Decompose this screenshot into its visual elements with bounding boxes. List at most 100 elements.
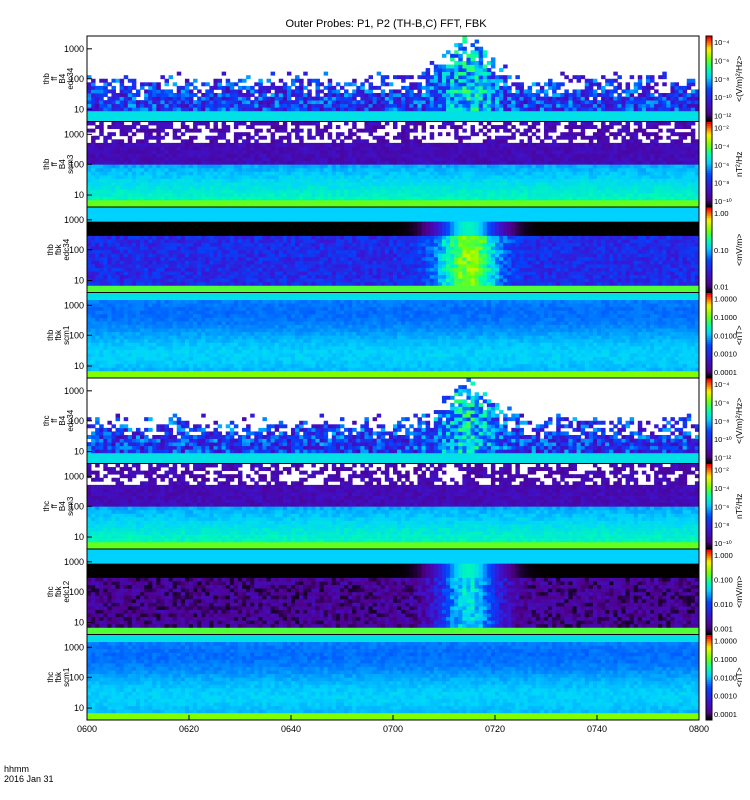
- spectrogram-cell: [177, 168, 181, 172]
- spectrogram-cell: [226, 104, 230, 108]
- spectrogram-cell: [438, 79, 442, 83]
- spectrogram-cell: [654, 104, 658, 108]
- spectrogram-cell: [471, 182, 475, 186]
- spectrogram-cell: [479, 107, 483, 111]
- spectrogram-cell: [307, 107, 311, 111]
- spectrogram-cell: [99, 175, 103, 179]
- spectrogram-cell: [201, 168, 205, 172]
- spectrogram-cell: [552, 89, 556, 93]
- spectrogram-cell: [364, 111, 368, 115]
- spectrogram-cell: [548, 143, 552, 147]
- spectrogram-cell: [185, 97, 189, 101]
- spectrogram-cell: [666, 114, 670, 118]
- spectrogram-cell: [670, 154, 674, 158]
- spectrogram-cell: [654, 157, 658, 161]
- spectrogram-cell: [417, 168, 421, 172]
- spectrogram-cell: [328, 107, 332, 111]
- spectrogram-cell: [111, 107, 115, 111]
- spectrogram-cell: [173, 146, 177, 150]
- spectrogram-cell: [532, 111, 536, 115]
- spectrogram-cell: [536, 154, 540, 158]
- spectrogram-cell: [181, 86, 185, 90]
- spectrogram-cell: [283, 97, 287, 101]
- spectrogram-cell: [532, 107, 536, 111]
- spectrogram-cell: [589, 150, 593, 154]
- spectrogram-cell: [177, 161, 181, 165]
- spectrogram-cell: [173, 132, 177, 136]
- spectrogram-cell: [213, 139, 217, 143]
- spectrogram-cell: [581, 171, 585, 175]
- spectrogram-cell: [675, 97, 679, 101]
- spectrogram-cell: [495, 114, 499, 118]
- spectrogram-cell: [381, 196, 385, 200]
- spectrogram-cell: [275, 164, 279, 168]
- spectrogram-cell: [405, 161, 409, 165]
- spectrogram-cell: [307, 154, 311, 158]
- spectrogram-cell: [413, 157, 417, 161]
- spectrogram-cell: [152, 146, 156, 150]
- spectrogram-cell: [544, 100, 548, 104]
- spectrogram-cell: [511, 143, 515, 147]
- spectrogram-cell: [209, 114, 213, 118]
- spectrogram-cell: [519, 186, 523, 190]
- spectrogram-cell: [544, 196, 548, 200]
- spectrogram-cell: [405, 146, 409, 150]
- spectrogram-cell: [438, 97, 442, 101]
- spectrogram-cell: [438, 186, 442, 190]
- spectrogram-cell: [581, 157, 585, 161]
- spectrogram-cell: [144, 154, 148, 158]
- spectrogram-cell: [552, 93, 556, 97]
- spectrogram-cell: [597, 132, 601, 136]
- spectrogram-cell: [442, 104, 446, 108]
- spectrogram-cell: [650, 111, 654, 115]
- spectrogram-cell: [397, 171, 401, 175]
- spectrogram-cell: [479, 111, 483, 115]
- spectrogram-cell: [299, 89, 303, 93]
- spectrogram-cell: [499, 111, 503, 115]
- spectrogram-cell: [422, 75, 426, 79]
- spectrogram-cell: [466, 171, 470, 175]
- spectrogram-cell: [442, 146, 446, 150]
- spectrogram-cell: [238, 161, 242, 165]
- spectrogram-cell: [679, 164, 683, 168]
- spectrogram-cell: [528, 164, 532, 168]
- spectrogram-cell: [393, 150, 397, 154]
- spectrogram-cell: [638, 93, 642, 97]
- spectrogram-cell: [393, 89, 397, 93]
- spectrogram-cell: [303, 171, 307, 175]
- y-tick-label: 1000: [64, 129, 84, 139]
- spectrogram-cell: [401, 114, 405, 118]
- spectrogram-cell: [573, 154, 577, 158]
- spectrogram-cell: [152, 161, 156, 165]
- spectrogram-cell: [336, 175, 340, 179]
- spectrogram-cell: [320, 168, 324, 172]
- spectrogram-cell: [87, 164, 91, 168]
- spectrogram-cell: [291, 111, 295, 115]
- spectrogram-cell: [577, 193, 581, 197]
- spectrogram-cell: [189, 171, 193, 175]
- spectrogram-cell: [140, 100, 144, 104]
- spectrogram-cell: [556, 182, 560, 186]
- spectrogram-cell: [487, 93, 491, 97]
- spectrogram-cell: [585, 179, 589, 183]
- spectrogram-cell: [124, 161, 128, 165]
- spectrogram-cell: [552, 129, 556, 133]
- spectrogram-cell: [140, 171, 144, 175]
- spectrogram-cell: [283, 114, 287, 118]
- spectrogram-cell: [307, 100, 311, 104]
- spectrogram-cell: [430, 104, 434, 108]
- spectrogram-cell: [377, 114, 381, 118]
- spectrogram-cell: [609, 104, 613, 108]
- spectrogram-cell: [454, 43, 458, 47]
- spectrogram-cell: [209, 164, 213, 168]
- spectrogram-cell: [662, 100, 666, 104]
- spectrogram-cell: [450, 104, 454, 108]
- spectrogram-cell: [589, 200, 593, 204]
- spectrogram-cell: [585, 164, 589, 168]
- spectrogram-cell: [218, 129, 222, 133]
- spectrogram-cell: [638, 164, 642, 168]
- spectrogram-cell: [446, 161, 450, 165]
- spectrogram-cell: [638, 168, 642, 172]
- spectrogram-cell: [466, 157, 470, 161]
- spectrogram-cell: [177, 175, 181, 179]
